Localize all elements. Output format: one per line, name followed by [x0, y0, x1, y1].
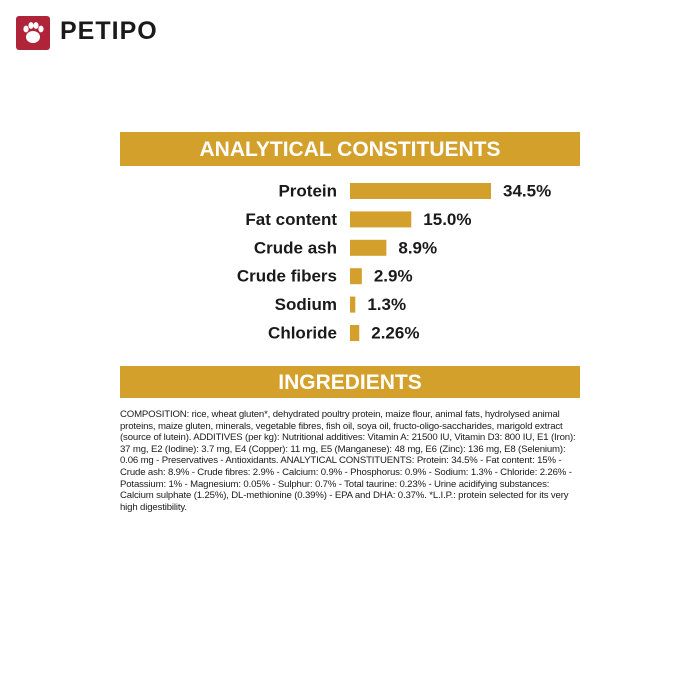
chart-title: ANALYTICAL CONSTITUENTS — [120, 132, 580, 166]
ingredients-title: INGREDIENTS — [120, 366, 580, 398]
chart: Protein 34.5% Fat content 15.0% Crude ash 8.9… — [237, 181, 551, 342]
bar — [350, 239, 387, 256]
category-label: Sodium — [275, 295, 337, 314]
category-label: Crude ash — [254, 238, 337, 257]
category-label: Fat content — [245, 210, 337, 229]
bar — [350, 268, 362, 285]
category-label: Protein — [278, 181, 337, 200]
paw-icon — [23, 22, 44, 43]
logo-icon — [16, 16, 50, 50]
value-label: 1.3% — [367, 295, 406, 314]
bar — [350, 296, 356, 313]
bar — [350, 183, 491, 199]
value-label: 2.9% — [374, 267, 413, 286]
value-label: 2.26% — [371, 323, 419, 342]
value-label: 34.5% — [503, 181, 551, 200]
bar — [350, 325, 360, 341]
value-label: 8.9% — [398, 238, 437, 257]
category-label: Chloride — [268, 323, 337, 342]
bar — [350, 211, 412, 228]
value-label: 15.0% — [423, 210, 471, 229]
ingredients-text: COMPOSITION: rice, wheat gluten*, dehydr… — [120, 409, 576, 513]
category-label: Crude fibers — [237, 267, 337, 286]
logo-text: PETIPO — [60, 17, 158, 45]
